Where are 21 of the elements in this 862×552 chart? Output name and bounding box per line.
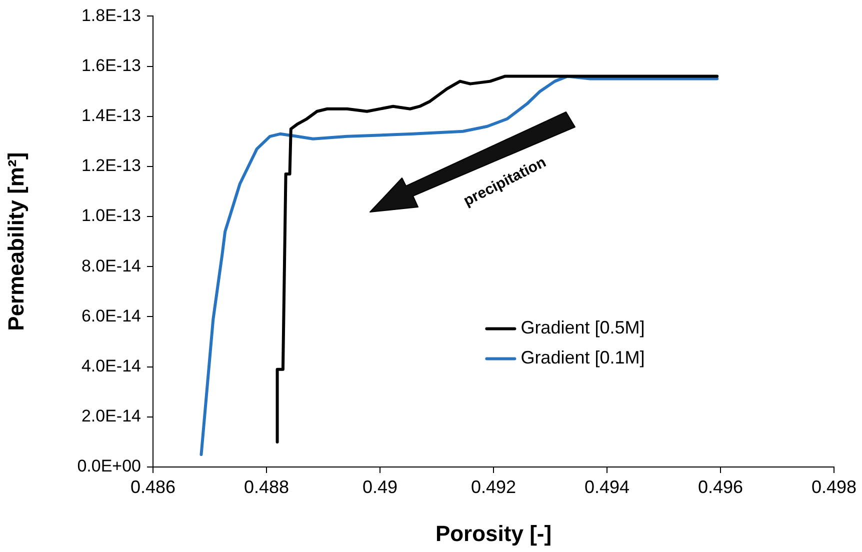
x-tick-label: 0.486	[130, 476, 176, 497]
y-tick-label: 1.8E-13	[81, 6, 141, 25]
x-axis-title: Porosity [-]	[435, 520, 552, 546]
y-tick-label: 1.6E-13	[81, 56, 141, 75]
y-tick-label: 1.2E-13	[81, 156, 141, 176]
y-axis-title: Permeability [m²]	[3, 152, 28, 331]
legend-label: Gradient [0.1M]	[520, 348, 645, 368]
x-tick-label: 0.498	[811, 476, 857, 497]
x-tick-label: 0.496	[698, 476, 744, 497]
x-tick-label: 0.492	[470, 476, 516, 497]
x-tick-label: 0.488	[244, 476, 290, 497]
y-tick-label: 4.0E-14	[81, 356, 141, 376]
y-tick-label: 8.0E-14	[81, 256, 141, 276]
x-tick-label: 0.494	[584, 476, 630, 497]
y-tick-label: 1.4E-13	[81, 106, 141, 126]
y-tick-label: 6.0E-14	[81, 306, 141, 326]
y-tick-label: 1.0E-13	[81, 206, 141, 226]
legend-label: Gradient [0.5M]	[520, 318, 645, 338]
x-tick-label: 0.49	[362, 476, 398, 497]
y-tick-label: 0.0E+00	[77, 456, 141, 476]
y-tick-label: 2.0E-14	[81, 406, 141, 426]
